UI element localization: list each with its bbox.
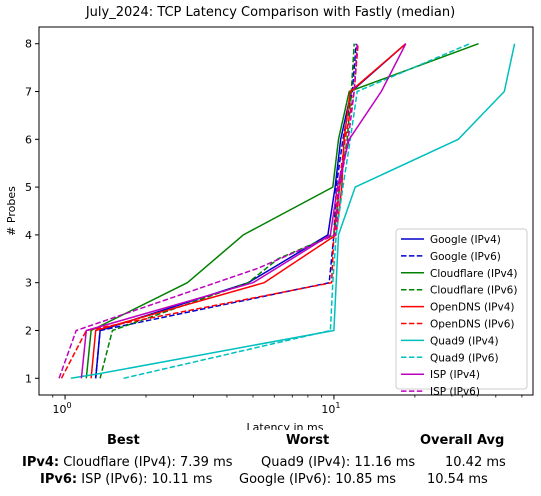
summary-row-ipv4: IPv4: Cloudflare (IPv4): 7.39 ms bbox=[22, 455, 233, 470]
summary-header-worst: Worst bbox=[286, 433, 330, 448]
summary-best-value: ISP (IPv6): 10.11 ms bbox=[81, 472, 213, 487]
y-tick-label: 4 bbox=[25, 229, 32, 242]
summary-worst-ipv6: Google (IPv6): 10.85 ms bbox=[239, 472, 397, 487]
series-line-9 bbox=[58, 43, 358, 379]
legend-label: Cloudflare (IPv4) bbox=[430, 268, 517, 280]
legend-label: ISP (IPv4) bbox=[430, 369, 480, 381]
summary-row-label: IPv6: bbox=[40, 472, 78, 487]
series-line-6 bbox=[70, 43, 516, 380]
legend-label: Google (IPv6) bbox=[430, 251, 501, 263]
summary-row-label: IPv4: bbox=[22, 455, 60, 470]
y-tick-label: 7 bbox=[25, 86, 32, 99]
x-tick-label: 101 bbox=[321, 401, 340, 416]
legend-label: OpenDNS (IPv6) bbox=[430, 319, 515, 331]
y-tick-label: 6 bbox=[25, 133, 32, 146]
series-line-2 bbox=[85, 42, 479, 379]
summary-header-best: Best bbox=[107, 433, 140, 448]
series-line-1 bbox=[94, 43, 357, 379]
summary-header-avg: Overall Avg bbox=[420, 433, 505, 448]
y-tick-label: 3 bbox=[25, 277, 32, 290]
summary-avg-ipv4: 10.42 ms bbox=[445, 455, 506, 470]
latency-chart: 1 2 3 4 5 6 7 8 100 101 Latency in ms # Probes Googl… bbox=[5, 26, 534, 430]
summary-avg-ipv6: 10.54 ms bbox=[427, 472, 488, 487]
legend-label: Cloudflare (IPv6) bbox=[430, 285, 517, 297]
series-line-4 bbox=[90, 43, 407, 379]
y-tick-label: 2 bbox=[25, 324, 32, 337]
legend-label: Google (IPv4) bbox=[430, 234, 501, 246]
series-line-5 bbox=[60, 43, 359, 379]
plot-frame bbox=[38, 26, 534, 396]
series-line-3 bbox=[99, 43, 355, 379]
y-tick-label: 5 bbox=[25, 181, 32, 194]
y-tick-label: 1 bbox=[25, 372, 32, 385]
x-axis-label: Latency in ms bbox=[247, 421, 324, 430]
chart-title: July_2024: TCP Latency Comparison with F… bbox=[85, 5, 456, 20]
legend-label: Quad9 (IPv6) bbox=[430, 352, 499, 364]
y-axis-label: # Probes bbox=[5, 186, 18, 236]
legend-label: Quad9 (IPv4) bbox=[430, 335, 499, 347]
y-tick-label: 8 bbox=[25, 38, 32, 51]
summary-row-ipv6: IPv6: ISP (IPv6): 10.11 ms bbox=[40, 472, 212, 487]
summary-best-value: Cloudflare (IPv4): 7.39 ms bbox=[63, 455, 233, 470]
summary-worst-ipv4: Quad9 (IPv4): 11.16 ms bbox=[261, 455, 416, 470]
legend-box bbox=[395, 228, 528, 390]
x-tick-label: 100 bbox=[53, 401, 72, 416]
series-line-8 bbox=[80, 43, 407, 379]
legend-label: OpenDNS (IPv4) bbox=[430, 302, 515, 314]
series-line-7 bbox=[123, 43, 471, 380]
legend-label: ISP (IPv6) bbox=[430, 386, 480, 398]
series-line-0 bbox=[94, 43, 407, 379]
